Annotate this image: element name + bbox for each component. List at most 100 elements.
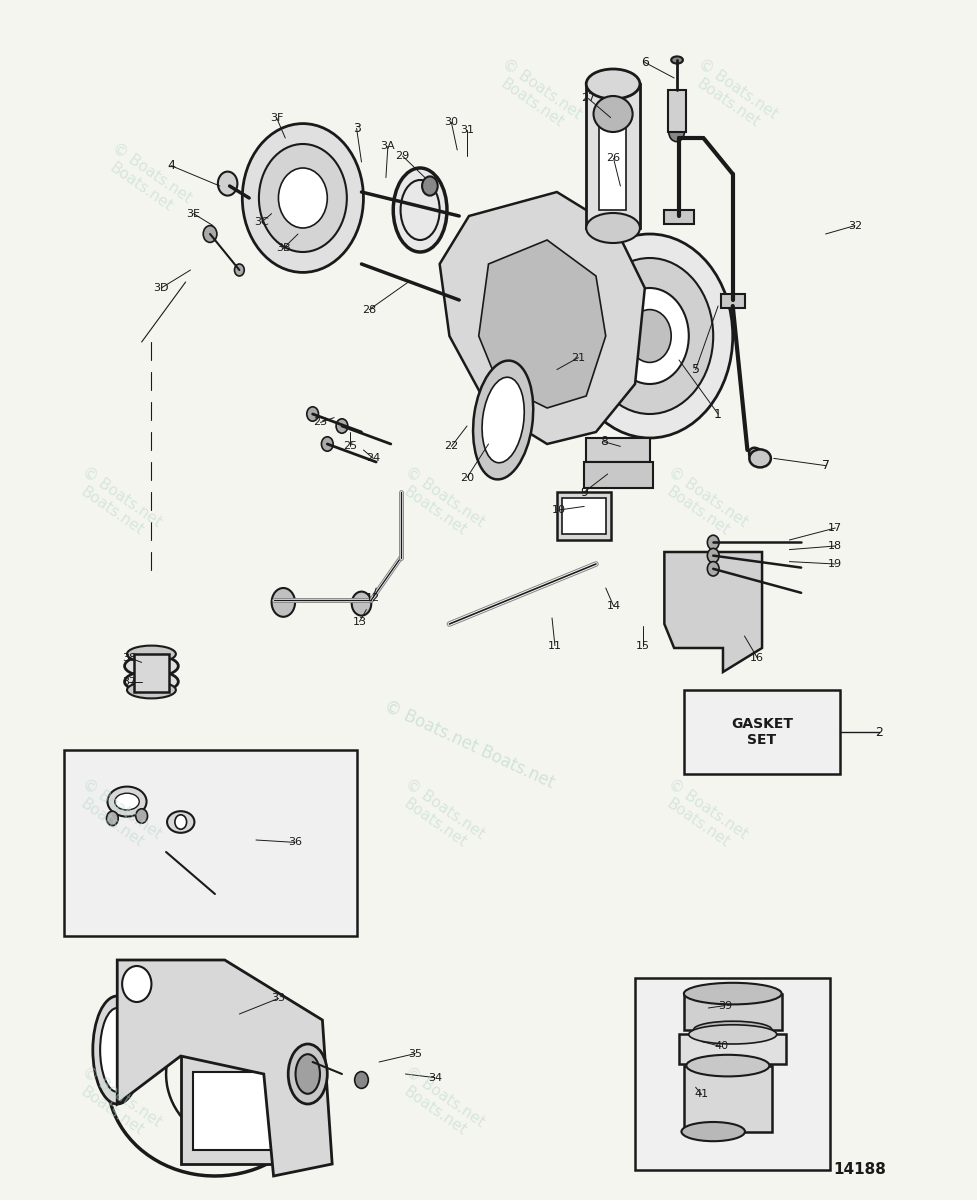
- Bar: [557, 492, 611, 540]
- Circle shape: [106, 811, 118, 826]
- Text: 9: 9: [580, 486, 588, 498]
- Text: © Boats.net
Boats.net: © Boats.net Boats.net: [392, 1064, 488, 1144]
- Ellipse shape: [593, 96, 632, 132]
- Bar: [193, 1072, 283, 1150]
- Circle shape: [628, 310, 671, 362]
- Text: 3F: 3F: [270, 113, 283, 122]
- Bar: [586, 438, 650, 462]
- Bar: [684, 1066, 772, 1132]
- Ellipse shape: [473, 360, 533, 480]
- Text: © Boats.net
Boats.net: © Boats.net Boats.net: [99, 140, 194, 220]
- Text: 32: 32: [848, 221, 862, 230]
- Ellipse shape: [100, 1008, 134, 1092]
- Circle shape: [567, 234, 733, 438]
- Bar: [684, 690, 840, 774]
- Text: 14: 14: [607, 601, 620, 611]
- Bar: [584, 462, 653, 488]
- Circle shape: [218, 172, 237, 196]
- Text: 37: 37: [122, 677, 136, 686]
- Ellipse shape: [694, 1021, 772, 1038]
- Circle shape: [242, 124, 363, 272]
- Text: 17: 17: [828, 523, 842, 533]
- Text: 7: 7: [822, 460, 829, 472]
- Ellipse shape: [749, 450, 771, 468]
- Text: 23: 23: [314, 418, 327, 427]
- Ellipse shape: [124, 671, 178, 692]
- Circle shape: [586, 258, 713, 414]
- Bar: [635, 978, 830, 1170]
- Text: 8: 8: [600, 436, 608, 448]
- Ellipse shape: [671, 56, 683, 64]
- Circle shape: [707, 562, 719, 576]
- Ellipse shape: [295, 1054, 319, 1094]
- Ellipse shape: [682, 1122, 744, 1141]
- Polygon shape: [117, 960, 332, 1176]
- Circle shape: [272, 588, 295, 617]
- Circle shape: [278, 168, 327, 228]
- Text: 2: 2: [875, 726, 883, 738]
- Bar: [599, 102, 626, 210]
- Ellipse shape: [288, 1044, 327, 1104]
- Text: 14188: 14188: [833, 1163, 886, 1177]
- Text: © Boats.net
Boats.net: © Boats.net Boats.net: [656, 464, 751, 544]
- Circle shape: [668, 122, 684, 142]
- Bar: [562, 498, 606, 534]
- Text: 22: 22: [445, 442, 458, 451]
- Bar: [181, 1056, 298, 1164]
- Text: 31: 31: [460, 125, 474, 134]
- Bar: [64, 750, 357, 936]
- Bar: [679, 1034, 786, 1064]
- Text: 15: 15: [636, 641, 650, 650]
- Circle shape: [234, 264, 244, 276]
- Text: 41: 41: [695, 1090, 708, 1099]
- Text: 29: 29: [396, 151, 409, 161]
- Text: 3C: 3C: [254, 217, 270, 227]
- Text: 25: 25: [343, 442, 357, 451]
- Text: © Boats.net
Boats.net: © Boats.net Boats.net: [392, 464, 488, 544]
- Ellipse shape: [107, 787, 147, 816]
- Text: 16: 16: [750, 653, 764, 662]
- Bar: [586, 84, 640, 228]
- Ellipse shape: [749, 448, 765, 464]
- Text: 3: 3: [353, 122, 361, 134]
- Circle shape: [355, 1072, 368, 1088]
- Text: 11: 11: [548, 641, 562, 650]
- Bar: [134, 654, 169, 692]
- Bar: [721, 294, 745, 308]
- Text: © Boats.net
Boats.net: © Boats.net Boats.net: [392, 776, 488, 856]
- Ellipse shape: [127, 682, 176, 698]
- Polygon shape: [479, 240, 606, 408]
- Text: 40: 40: [714, 1042, 728, 1051]
- Text: © Boats.net
Boats.net: © Boats.net Boats.net: [685, 56, 781, 136]
- Ellipse shape: [586, 214, 640, 242]
- Circle shape: [707, 535, 719, 550]
- Circle shape: [259, 144, 347, 252]
- Bar: [668, 90, 686, 132]
- Text: GASKET
SET: GASKET SET: [731, 716, 793, 748]
- Circle shape: [122, 966, 151, 1002]
- Text: 38: 38: [122, 653, 136, 662]
- Text: 35: 35: [408, 1049, 422, 1058]
- Circle shape: [136, 809, 148, 823]
- Text: 39: 39: [718, 1001, 732, 1010]
- Polygon shape: [440, 192, 645, 444]
- Text: 36: 36: [288, 838, 302, 847]
- Text: 6: 6: [641, 56, 649, 68]
- Circle shape: [175, 815, 187, 829]
- Text: 12: 12: [366, 593, 380, 602]
- Text: 3B: 3B: [276, 244, 290, 253]
- Ellipse shape: [93, 996, 142, 1104]
- Circle shape: [203, 226, 217, 242]
- Text: © Boats.net
Boats.net: © Boats.net Boats.net: [69, 776, 165, 856]
- Text: 26: 26: [607, 154, 620, 163]
- Text: 5: 5: [692, 364, 700, 376]
- Ellipse shape: [686, 1055, 770, 1076]
- Text: 19: 19: [828, 559, 842, 569]
- Text: 13: 13: [353, 617, 366, 626]
- Circle shape: [422, 176, 438, 196]
- Circle shape: [707, 548, 719, 563]
- Text: 18: 18: [828, 541, 842, 551]
- Circle shape: [307, 407, 319, 421]
- Text: 24: 24: [366, 454, 380, 463]
- Circle shape: [336, 419, 348, 433]
